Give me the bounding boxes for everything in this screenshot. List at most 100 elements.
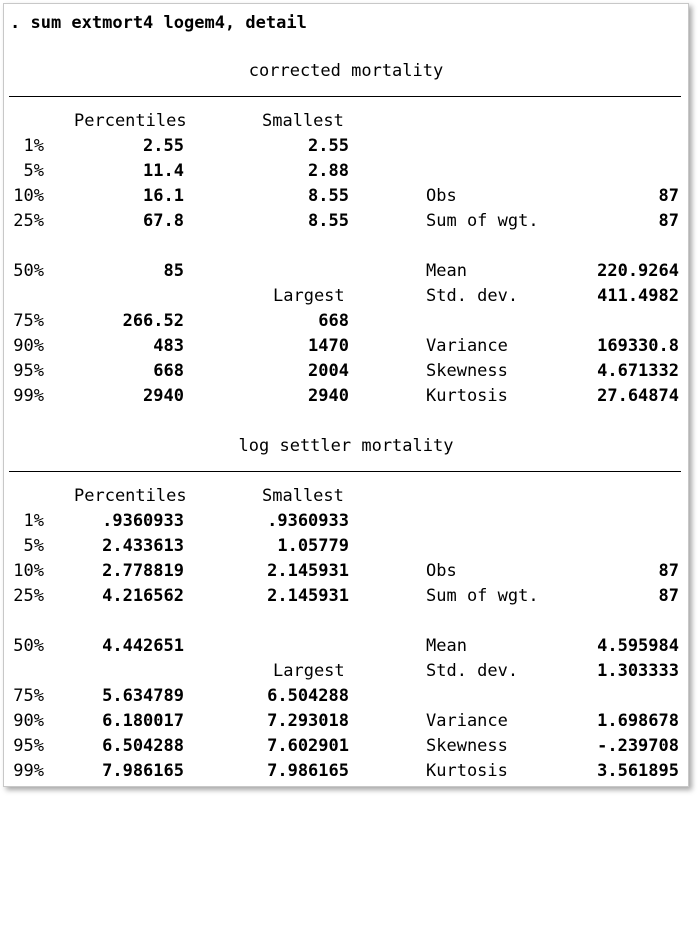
- table-row: 75% 5.634789 6.504288: [4, 684, 688, 709]
- stat-value: 27.64874: [597, 386, 679, 406]
- results-window: . sum extmort4 logem4, detail corrected …: [3, 3, 689, 787]
- smallest-value: 2.145931: [267, 561, 349, 581]
- median-row: 50% 4.442651 Mean 4.595984: [4, 634, 688, 659]
- stat-label: Kurtosis: [426, 386, 508, 406]
- section-title: log settler mortality: [238, 436, 454, 456]
- stat-label: Std. dev.: [426, 661, 519, 681]
- smallest-value: 1.05779: [277, 536, 349, 556]
- percentile-value: 67.8: [143, 211, 184, 231]
- smallest-value: .9360933: [267, 511, 349, 531]
- stat-label: Std. dev.: [426, 286, 519, 306]
- header-row: Percentiles Smallest: [4, 484, 688, 509]
- table-row: 90% 483 1470 Variance 169330.8: [4, 334, 688, 359]
- table-row: 1% 2.55 2.55: [4, 134, 688, 159]
- section-divider: [9, 96, 681, 97]
- percentile-value: 6.180017: [102, 711, 184, 731]
- table-row: 25% 4.216562 2.145931 Sum of wgt. 87: [4, 584, 688, 609]
- stat-value: 1.698678: [597, 711, 679, 731]
- largest-value: 1470: [308, 336, 349, 356]
- percentile-value: 85: [163, 261, 184, 281]
- percentile-label: 25%: [13, 586, 44, 606]
- largest-value: 7.293018: [267, 711, 349, 731]
- percentile-value: 2.778819: [102, 561, 184, 581]
- table-row: 5% 11.4 2.88: [4, 159, 688, 184]
- stat-value: 87: [658, 561, 679, 581]
- smallest-value: 2.55: [308, 136, 349, 156]
- stat-label: Obs: [426, 186, 457, 206]
- largest-value: 6.504288: [267, 686, 349, 706]
- stat-value: 87: [658, 211, 679, 231]
- largest-value: 7.986165: [267, 761, 349, 781]
- stat-label: Sum of wgt.: [426, 586, 539, 606]
- stat-value: 87: [658, 586, 679, 606]
- percentile-label: 1%: [23, 136, 44, 156]
- header-row: Percentiles Smallest: [4, 109, 688, 134]
- percentile-value: 266.52: [122, 311, 184, 331]
- percentile-value: 4.216562: [102, 586, 184, 606]
- percentile-value: 11.4: [143, 161, 184, 181]
- stat-value: 1.303333: [597, 661, 679, 681]
- section-title: corrected mortality: [248, 61, 444, 81]
- percentile-label: 5%: [23, 161, 44, 181]
- table-row: 25% 67.8 8.55 Sum of wgt. 87: [4, 209, 688, 234]
- stat-label: Sum of wgt.: [426, 211, 539, 231]
- percentile-value: 668: [153, 361, 184, 381]
- table-row: 99% 7.986165 7.986165 Kurtosis 3.561895: [4, 759, 688, 784]
- percentile-label: 25%: [13, 211, 44, 231]
- stat-value: 411.4982: [597, 286, 679, 306]
- percentile-label: 75%: [13, 686, 44, 706]
- largest-header: Largest: [273, 661, 345, 681]
- table-row: 10% 2.778819 2.145931 Obs 87: [4, 559, 688, 584]
- table-row: 99% 2940 2940 Kurtosis 27.64874: [4, 384, 688, 409]
- stat-value: 4.595984: [597, 636, 679, 656]
- stat-label: Mean: [426, 636, 467, 656]
- section-divider: [9, 471, 681, 472]
- percentile-label: 95%: [13, 736, 44, 756]
- smallest-header: Smallest: [262, 111, 344, 131]
- largest-header-row: Largest Std. dev. 411.4982: [4, 284, 688, 309]
- percentile-value: 483: [153, 336, 184, 356]
- largest-header: Largest: [273, 286, 345, 306]
- percentile-value: 16.1: [143, 186, 184, 206]
- table-row: 95% 668 2004 Skewness 4.671332: [4, 359, 688, 384]
- stat-label: Mean: [426, 261, 467, 281]
- median-row: 50% 85 Mean 220.9264: [4, 259, 688, 284]
- percentile-value: 6.504288: [102, 736, 184, 756]
- table-row: 95% 6.504288 7.602901 Skewness -.239708: [4, 734, 688, 759]
- percentile-label: 50%: [13, 261, 44, 281]
- table-row: 1% .9360933 .9360933: [4, 509, 688, 534]
- largest-value: 668: [318, 311, 349, 331]
- percentile-label: 5%: [23, 536, 44, 556]
- percentile-label: 10%: [13, 561, 44, 581]
- percentile-value: .9360933: [102, 511, 184, 531]
- percentile-label: 50%: [13, 636, 44, 656]
- percentile-label: 75%: [13, 311, 44, 331]
- smallest-value: 2.88: [308, 161, 349, 181]
- stat-label: Obs: [426, 561, 457, 581]
- smallest-header: Smallest: [262, 486, 344, 506]
- table-row: 75% 266.52 668: [4, 309, 688, 334]
- table-row: 90% 6.180017 7.293018 Variance 1.698678: [4, 709, 688, 734]
- stat-value: 169330.8: [597, 336, 679, 356]
- percentile-label: 1%: [23, 511, 44, 531]
- percentile-value: 4.442651: [102, 636, 184, 656]
- percentile-label: 10%: [13, 186, 44, 206]
- largest-value: 2940: [308, 386, 349, 406]
- largest-value: 2004: [308, 361, 349, 381]
- stat-value: -.239708: [597, 736, 679, 756]
- percentile-value: 5.634789: [102, 686, 184, 706]
- command-line: . sum extmort4 logem4, detail: [10, 13, 307, 33]
- stat-value: 220.9264: [597, 261, 679, 281]
- percentile-value: 7.986165: [102, 761, 184, 781]
- table-row: 5% 2.433613 1.05779: [4, 534, 688, 559]
- stat-label: Variance: [426, 711, 508, 731]
- table-row: 10% 16.1 8.55 Obs 87: [4, 184, 688, 209]
- stat-value: 87: [658, 186, 679, 206]
- stat-label: Variance: [426, 336, 508, 356]
- stat-value: 3.561895: [597, 761, 679, 781]
- stat-value: 4.671332: [597, 361, 679, 381]
- stat-label: Skewness: [426, 361, 508, 381]
- percentile-value: 2.55: [143, 136, 184, 156]
- smallest-value: 2.145931: [267, 586, 349, 606]
- percentile-label: 99%: [13, 386, 44, 406]
